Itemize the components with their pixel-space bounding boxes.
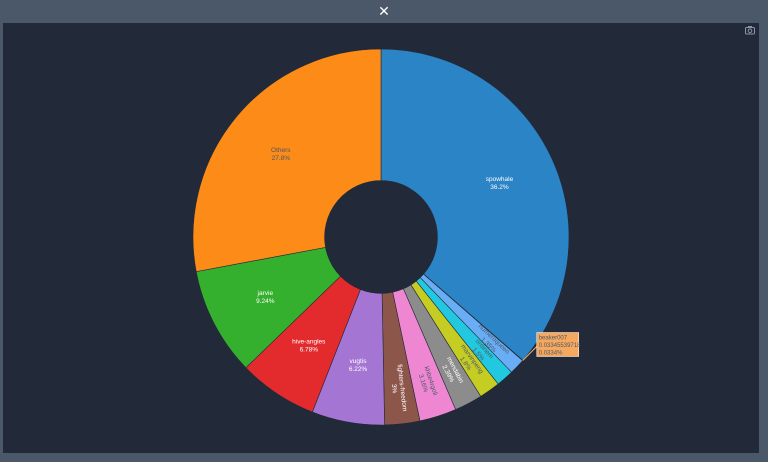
tooltip-value: 0.03345539718 — [539, 343, 581, 349]
pie-slice-spowhale[interactable] — [380, 48, 570, 361]
tooltip-percent: 0.0334% — [539, 351, 563, 357]
top-bar: ✕ — [0, 0, 768, 22]
slice-label-jarvie: jarvie 9.24% — [256, 290, 275, 305]
chart-panel: spowhale 36.2% numeroqueen1.35% ordinem1.5%… — [3, 23, 759, 453]
camera-icon[interactable] — [745, 25, 755, 35]
slice-label-vugtis: vugtis 6.22% — [349, 358, 368, 373]
tooltip-label: beaker007 — [539, 336, 568, 342]
slice-label-hive-angles: hive-angles 6.78% — [292, 338, 326, 353]
close-icon[interactable]: ✕ — [378, 3, 390, 19]
tooltip-box — [536, 332, 579, 357]
pie-slice-others[interactable] — [192, 48, 382, 272]
slice-label-spowhale: spowhale 36.2% — [486, 176, 514, 191]
slice-label-others: Others 27.8% — [271, 147, 291, 162]
tooltip-pointer — [522, 346, 538, 361]
pie-chart: spowhale 36.2%numeroqueen1.35%ordinem1.5%… — [192, 48, 581, 426]
